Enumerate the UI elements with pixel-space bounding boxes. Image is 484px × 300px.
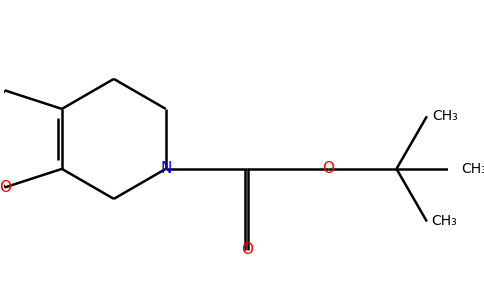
Text: O: O bbox=[0, 180, 11, 195]
Text: CH₃: CH₃ bbox=[431, 214, 457, 229]
Text: O: O bbox=[241, 242, 253, 257]
Text: N: N bbox=[160, 161, 171, 176]
Text: CH₃: CH₃ bbox=[462, 162, 484, 176]
Text: CH₃: CH₃ bbox=[432, 109, 458, 123]
Text: O: O bbox=[322, 161, 333, 176]
